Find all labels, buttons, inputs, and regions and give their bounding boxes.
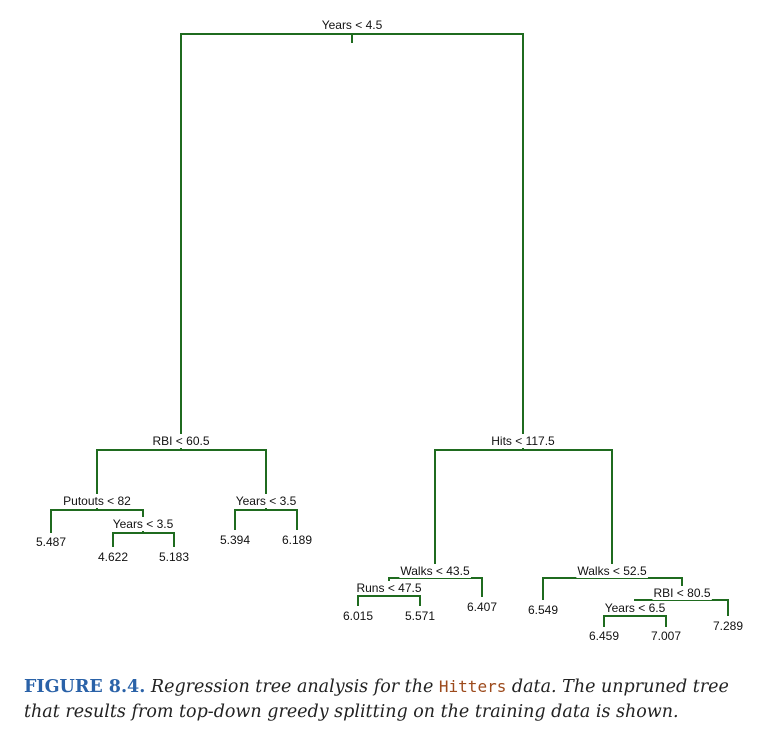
- leaf-value: 6.189: [282, 533, 312, 547]
- split-label-runs: Runs < 47.5: [356, 581, 421, 595]
- split-label-background: [490, 434, 557, 448]
- leaf-value: 5.487: [36, 535, 66, 549]
- leaf-value: 6.549: [528, 603, 558, 617]
- split-label-background: [320, 18, 384, 32]
- leaf-value: 6.459: [589, 629, 619, 643]
- split-label-background: [234, 494, 298, 508]
- leaf-labels: 5.487 4.622 5.183 5.394 6.189 6.015 5.57…: [36, 533, 743, 643]
- leaf-value: 5.571: [405, 609, 435, 623]
- tree-edges: [50, 33, 729, 627]
- split-label-background: [111, 517, 175, 531]
- split-label-background: [603, 601, 667, 615]
- split-labels: Years < 4.5 RBI < 60.5 Hits < 117.5 Puto…: [62, 18, 712, 615]
- edge-years35b: [234, 509, 298, 530]
- split-label-rbi: RBI < 60.5: [152, 434, 209, 448]
- edge-hits: [434, 449, 613, 578]
- edge-years65: [603, 615, 667, 627]
- split-label-root: Years < 4.5: [322, 18, 383, 32]
- edge-rbi: [96, 449, 267, 510]
- split-label-walks435: Walks < 43.5: [400, 564, 470, 578]
- split-label-years35b: Years < 3.5: [236, 494, 297, 508]
- leaf-value: 4.622: [98, 550, 128, 564]
- edge-root: [180, 33, 524, 450]
- split-label-background: [576, 564, 648, 578]
- leaf-value: 6.015: [343, 609, 373, 623]
- dataset-name: Hitters: [438, 677, 507, 696]
- leaf-value: 6.407: [467, 600, 497, 614]
- edge-years35: [112, 532, 175, 547]
- split-label-background: [62, 494, 133, 508]
- split-label-years65: Years < 6.5: [605, 601, 666, 615]
- figure-label: FIGURE 8.4.: [24, 677, 146, 697]
- leaf-value: 5.394: [220, 533, 250, 547]
- caption-text-after: data. The unpruned tree that results fro…: [24, 677, 729, 722]
- split-label-background: [652, 586, 712, 600]
- split-label-rbi805: RBI < 80.5: [653, 586, 710, 600]
- caption-text-before: Regression tree analysis for the: [150, 677, 434, 697]
- split-label-walks525: Walks < 52.5: [577, 564, 647, 578]
- split-label-background: [355, 581, 423, 595]
- edge-runs: [357, 595, 421, 606]
- split-label-background: [399, 564, 471, 578]
- split-label-years35: Years < 3.5: [113, 517, 174, 531]
- leaf-value: 7.007: [651, 629, 681, 643]
- split-label-background: [151, 434, 211, 448]
- figure-caption: FIGURE 8.4. Regression tree analysis for…: [24, 674, 759, 725]
- leaf-value: 5.183: [159, 550, 189, 564]
- leaf-value: 7.289: [713, 619, 743, 633]
- regression-tree-diagram: Years < 4.5 RBI < 60.5 Hits < 117.5 Puto…: [36, 18, 743, 643]
- split-label-hits: Hits < 117.5: [491, 434, 555, 448]
- split-label-putouts: Putouts < 82: [63, 494, 131, 508]
